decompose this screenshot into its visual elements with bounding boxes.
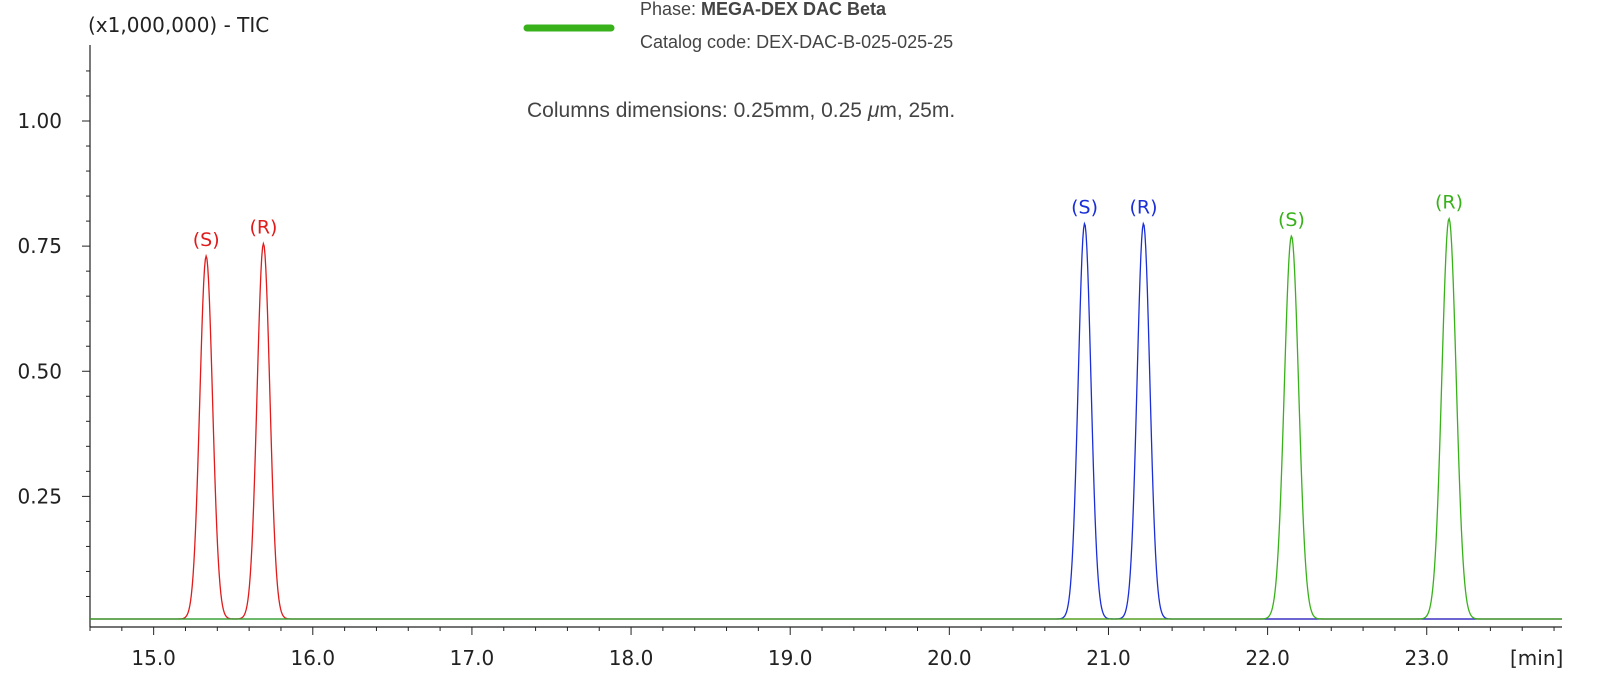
x-unit-label: [min] bbox=[1510, 646, 1563, 670]
peak-label: (R) bbox=[1129, 197, 1157, 219]
y-tick-label: 0.50 bbox=[17, 359, 62, 383]
peak-label: (S) bbox=[193, 229, 220, 251]
column-dimensions-prefix: Columns dimensions: 0.25mm, 0.25 bbox=[527, 99, 868, 122]
x-tick-label: 15.0 bbox=[131, 646, 176, 670]
legend-phase-prefix: Phase: bbox=[640, 0, 701, 19]
peak-label: (R) bbox=[1435, 192, 1463, 214]
legend-phase-name: MEGA-DEX DAC Beta bbox=[701, 0, 887, 19]
trace-series-2 bbox=[90, 221, 1562, 620]
y-unit-label: (x1,000,000) - TIC bbox=[88, 13, 269, 37]
x-tick-label: 18.0 bbox=[609, 646, 654, 670]
column-dimensions-suffix: m, 25m. bbox=[879, 99, 955, 122]
x-tick-label: 19.0 bbox=[768, 646, 813, 670]
peak-label: (S) bbox=[1071, 197, 1098, 219]
peak-label: (S) bbox=[1278, 209, 1305, 231]
peak-label: (R) bbox=[249, 217, 277, 239]
x-tick-label: 20.0 bbox=[927, 646, 972, 670]
x-tick-label: 21.0 bbox=[1086, 646, 1131, 670]
legend-phase: Phase: MEGA-DEX DAC Beta bbox=[640, 0, 887, 19]
traces bbox=[90, 216, 1562, 620]
trace-series-3 bbox=[90, 216, 1562, 620]
x-tick-label: 22.0 bbox=[1245, 646, 1290, 670]
axes: 15.0 16.0 17.0 18.0 19.0 20.0 21.0 22.0 23.0 0.2… bbox=[17, 45, 1562, 670]
y-ticks: 0.25 0.50 0.75 1.00 bbox=[17, 70, 90, 597]
x-tick-label: 23.0 bbox=[1404, 646, 1449, 670]
y-tick-label: 0.25 bbox=[17, 484, 62, 508]
x-tick-label: 16.0 bbox=[291, 646, 336, 670]
legend: Phase: MEGA-DEX DAC Beta Catalog code: D… bbox=[523, 0, 953, 52]
legend-catalog: Catalog code: DEX-DAC-B-025-025-25 bbox=[640, 32, 953, 52]
trace-series-1 bbox=[90, 241, 1562, 620]
y-tick-label: 1.00 bbox=[17, 109, 62, 133]
column-dimensions: Columns dimensions: 0.25mm, 0.25 μm, 25m… bbox=[527, 99, 955, 122]
column-dimensions-mu: μ bbox=[867, 99, 880, 122]
x-ticks: 15.0 16.0 17.0 18.0 19.0 20.0 21.0 22.0 23.0 bbox=[89, 627, 1555, 670]
x-tick-label: 17.0 bbox=[450, 646, 495, 670]
peak-labels: (S) (R) (S) (R) (S) (R) bbox=[193, 192, 1463, 252]
y-tick-label: 0.75 bbox=[17, 234, 62, 258]
